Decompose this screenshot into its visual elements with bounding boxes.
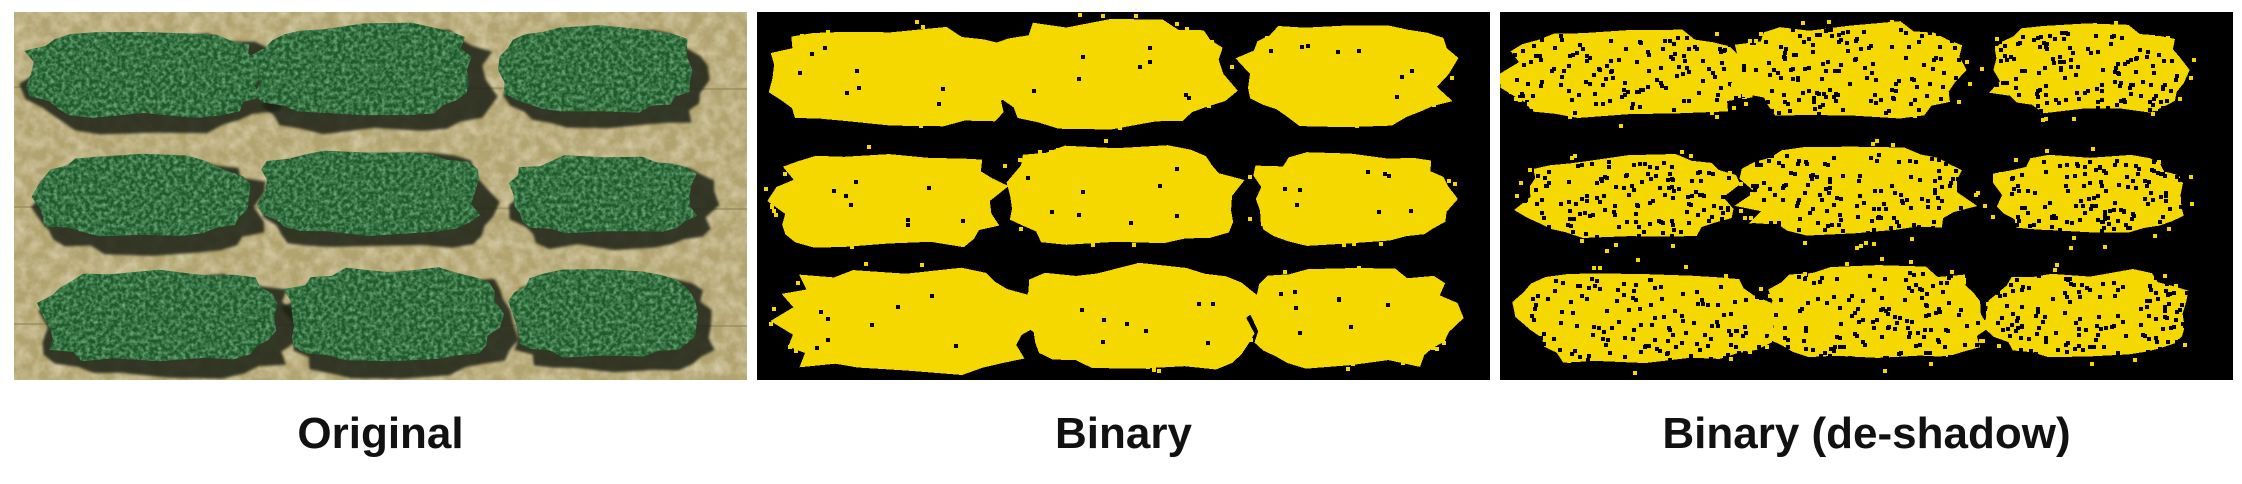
mask-blobs-speckled (1500, 20, 2196, 375)
mask-blob (1512, 273, 1775, 364)
binary-mask (757, 12, 1490, 380)
original-image (14, 12, 747, 380)
mask-blob (1235, 25, 1459, 128)
caption-original: Original (297, 409, 464, 458)
mask-blob (1734, 146, 1978, 236)
mask-blob (770, 267, 1047, 375)
mask-blob (1243, 268, 1464, 369)
mask-blob (984, 18, 1238, 130)
mask-blob (1253, 152, 1458, 246)
mask-blob (768, 26, 1029, 127)
mask-blob (1726, 21, 1967, 119)
caption-binary: Binary (1055, 409, 1192, 458)
binary-image (757, 12, 1490, 380)
mask-blob (1006, 145, 1245, 245)
mask-blob (1989, 23, 2190, 114)
caption-deshadow: Binary (de-shadow) (1662, 409, 2071, 458)
mask-blob (1766, 265, 1989, 358)
mask-blob (1012, 262, 1266, 370)
mask-blob (767, 154, 1009, 248)
mask-blob (1500, 29, 1761, 118)
original-aerial-photo (14, 12, 747, 380)
deshadow-binary-image (1500, 12, 2233, 380)
mask-blobs (764, 13, 1464, 375)
deshadow-binary-mask (1500, 12, 2233, 380)
